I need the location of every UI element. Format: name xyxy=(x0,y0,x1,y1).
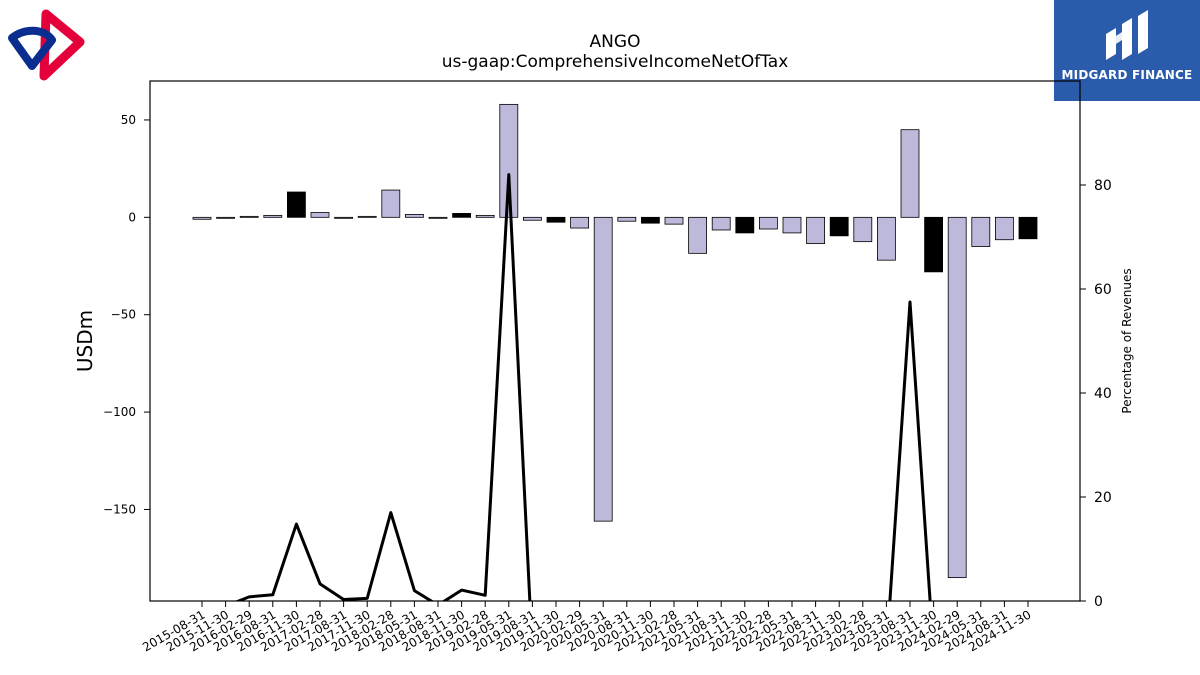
left-y-axis: 50 0 −50 −100 −150 xyxy=(103,113,150,516)
bar xyxy=(570,216,589,229)
bar xyxy=(1018,216,1038,240)
bar xyxy=(546,216,566,223)
bar xyxy=(759,216,778,230)
y-tick-label: −150 xyxy=(103,502,136,516)
brand-name: MIDGARD FINANCE xyxy=(1061,68,1193,82)
y-tick-label: −100 xyxy=(103,405,136,419)
x-axis: 2015-08-312015-11-302016-02-292016-08-31… xyxy=(140,601,1034,654)
bar xyxy=(286,191,306,218)
bar xyxy=(263,214,283,218)
bar xyxy=(452,213,472,218)
bar xyxy=(782,216,802,234)
bar xyxy=(924,216,943,273)
bar xyxy=(593,216,613,522)
y-tick-label: 50 xyxy=(121,113,136,127)
line-series xyxy=(234,173,932,601)
bar xyxy=(381,189,401,218)
bar xyxy=(334,216,354,219)
bar xyxy=(499,103,519,218)
bar xyxy=(735,216,755,234)
bar xyxy=(216,216,236,219)
interlocking-triangles-logo-icon xyxy=(8,9,85,81)
chart-title: ANGO xyxy=(589,32,641,52)
bar xyxy=(310,212,330,218)
bar xyxy=(404,214,424,218)
y2-axis-label: Percentage of Revenues xyxy=(1120,268,1134,413)
left-logo xyxy=(4,8,88,88)
bar xyxy=(806,216,825,245)
bar xyxy=(947,216,967,579)
y-axis-label: USDm xyxy=(73,310,97,372)
bar xyxy=(641,216,660,224)
right-y-axis: 0 20 40 60 80 xyxy=(1080,178,1112,610)
bar xyxy=(357,215,377,218)
bar xyxy=(900,129,920,218)
bar xyxy=(475,214,495,218)
bar xyxy=(711,216,731,231)
y-tick-label: 0 xyxy=(128,210,136,224)
bar xyxy=(688,216,707,254)
bar xyxy=(192,216,212,220)
bar xyxy=(523,216,542,221)
y-tick-label: −50 xyxy=(111,308,136,322)
bar xyxy=(829,216,849,237)
series-line xyxy=(234,173,932,601)
y2-tick-label: 20 xyxy=(1094,490,1112,506)
bar xyxy=(853,216,873,243)
bar-series xyxy=(192,103,1038,579)
bar xyxy=(664,216,684,225)
midgard-finance-logo: MIDGARD FINANCE xyxy=(1054,0,1200,101)
chart-subtitle: us-gaap:ComprehensiveIncomeNetOfTax xyxy=(441,52,789,72)
midgard-m-logo-icon xyxy=(1106,10,1148,60)
bar xyxy=(617,216,637,222)
y2-tick-label: 80 xyxy=(1094,178,1112,194)
plot-frame xyxy=(149,80,1081,602)
bar xyxy=(995,216,1014,241)
bar xyxy=(971,216,991,247)
bar xyxy=(877,216,896,261)
y2-tick-label: 0 xyxy=(1094,594,1103,610)
y2-tick-label: 40 xyxy=(1094,386,1112,402)
bar xyxy=(428,216,448,219)
y2-tick-label: 60 xyxy=(1094,282,1112,298)
bar xyxy=(239,215,259,218)
